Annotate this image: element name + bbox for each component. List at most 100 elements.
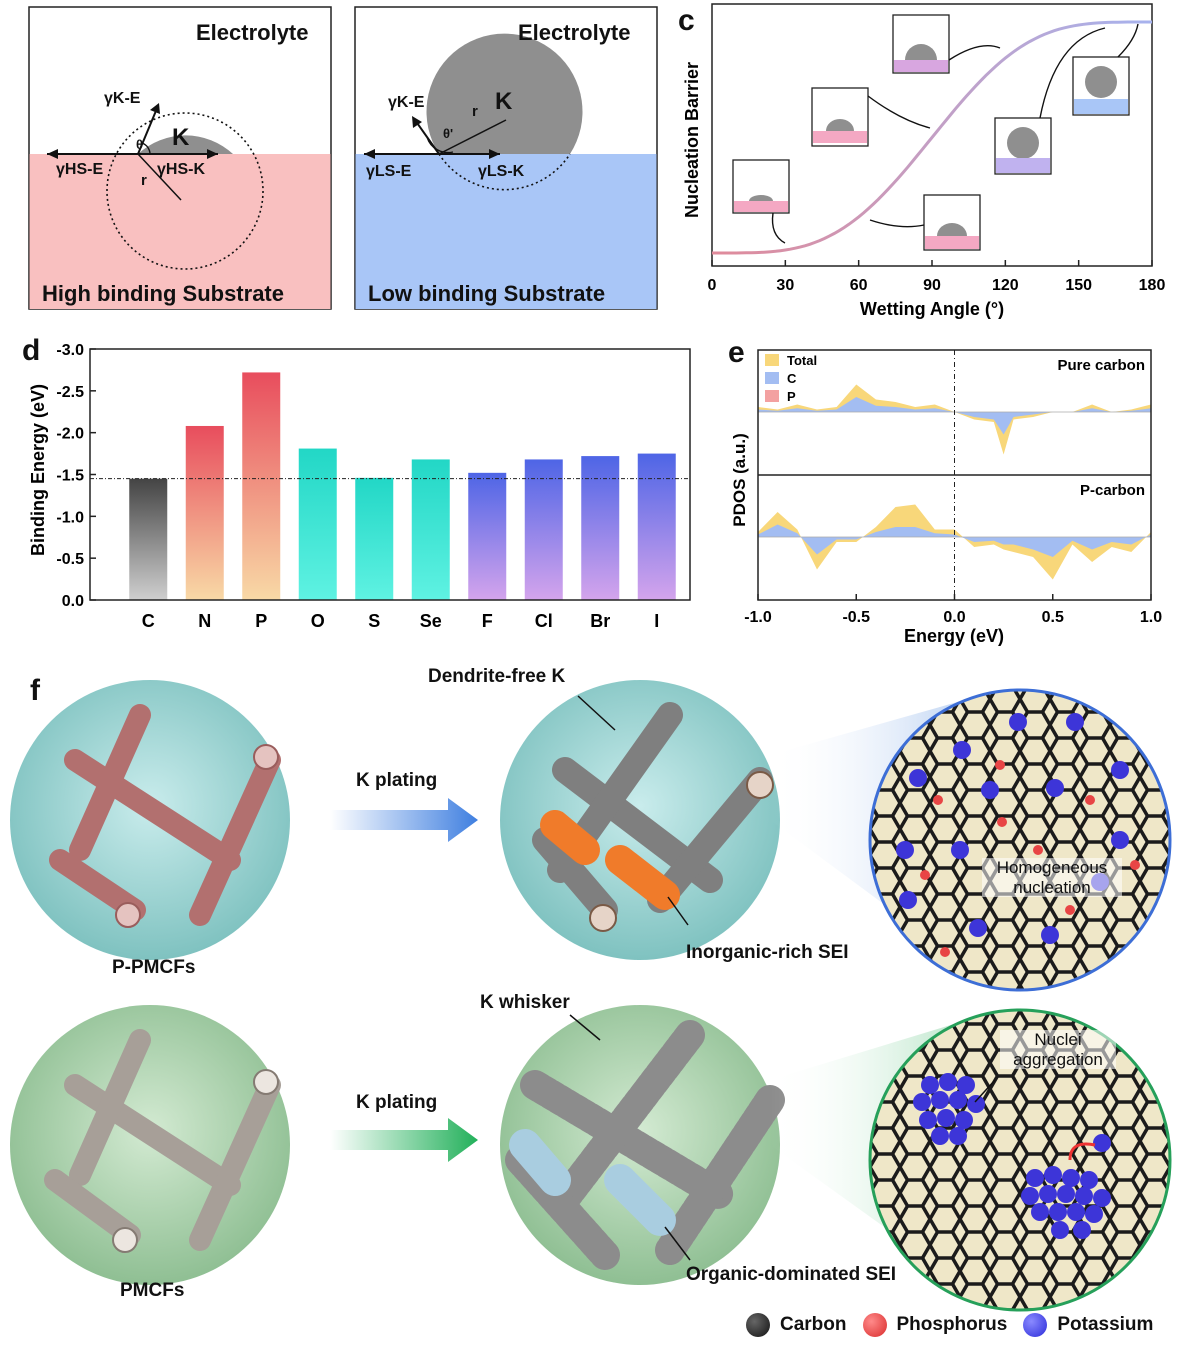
c-x-tick-label: 0: [708, 277, 717, 294]
pmcfs-fibers: [44, 1029, 281, 1251]
high-binding-substrate-region: [29, 154, 331, 309]
e-subplot-title-pure: Pure carbon: [1057, 357, 1145, 374]
phosphorus-sites: [920, 760, 1140, 957]
k-droplet-cap: [138, 135, 233, 154]
organic-sei-label: Organic-dominated SEI: [686, 1264, 897, 1285]
bar-s: [355, 477, 394, 600]
d-x-tick-label: O: [311, 611, 325, 631]
inorganic-sei-band-2: [605, 845, 680, 910]
aggregated-k-cluster-1: [913, 1073, 985, 1145]
k-plating-arrow-top: [330, 798, 478, 842]
c-x-axis-label: Wetting Angle (°): [860, 299, 1004, 319]
atom-legend: Carbon Phosphorus Potassium: [746, 1313, 1153, 1337]
panel-b-theta-label: θ': [443, 126, 454, 141]
legend-carbon: Carbon: [780, 1314, 847, 1335]
pure-carbon-c-area: [758, 397, 1151, 435]
d-plot-frame: [89, 348, 691, 601]
radius-line: [438, 119, 507, 155]
nucleus-sphere-outline: [438, 153, 571, 191]
panel-b-gamma-se: γLS-E: [366, 163, 412, 180]
d-y-tick-label: -2.5: [56, 384, 84, 401]
panel-a-diagram: [28, 6, 332, 310]
bar-c: [129, 478, 168, 600]
p-pmcfs-label: P-PMCFs: [112, 957, 196, 978]
c-x-tick-label: 30: [776, 277, 794, 294]
legend-c: C: [787, 371, 797, 386]
inset-contact-180deg: [1072, 56, 1130, 116]
gamma-ke-vector: [137, 105, 159, 155]
organic-sei-band-2: [604, 1164, 676, 1236]
d-x-tick-label: F: [482, 611, 493, 631]
d-x-tick-label: Br: [590, 611, 610, 631]
inset-contact-10deg: [732, 159, 790, 214]
radius-line: [137, 153, 182, 201]
organic-sei-band-1: [509, 1129, 571, 1196]
pmcfs-label: PMCFs: [120, 1280, 185, 1301]
d-x-tick-label: I: [654, 611, 659, 631]
e-x-tick-label: -1.0: [744, 609, 772, 626]
d-y-tick-label: -0.5: [56, 551, 84, 568]
e-x-tick-label: 0.0: [943, 609, 965, 626]
panel-d-chart: Binding Energy (eV) C N P O S Se F Cl Br I 0.0 -0.5…: [28, 342, 691, 631]
panel-b-electrolyte-label: Electrolyte: [518, 20, 631, 45]
c-x-tick-label: 90: [923, 277, 941, 294]
inset-contact-140deg: [994, 117, 1052, 175]
panel-b-gamma-sk: γLS-K: [478, 163, 525, 180]
dendrite-free-pointer: [577, 695, 616, 731]
inset-contact-110deg: [923, 194, 981, 251]
e-x-tick-label: 1.0: [1140, 609, 1162, 626]
d-x-tick-label: Se: [420, 611, 442, 631]
d-y-tick-label: -2.0: [56, 426, 84, 443]
panel-a-gamma-ke: γK-E: [104, 90, 141, 107]
c-y-axis-label: Nucleation Barrier: [682, 62, 702, 218]
d-x-tick-label: C: [142, 611, 155, 631]
d-y-tick-label: -1.5: [56, 468, 84, 485]
d-y-axis-label: Binding Energy (eV): [28, 384, 48, 556]
phosphorus-swatch: [862, 1313, 887, 1337]
inset-contact-60deg: [811, 87, 869, 147]
inorganic-sei-pointer: [667, 896, 689, 926]
panel-e-chart: PDOS (a.u.) Energy (eV) -1.0 -0.5 0.0 0.5 1.…: [730, 349, 1162, 646]
e-y-axis-label: PDOS (a.u.): [730, 433, 749, 527]
homogeneous-nucleation-label: Homogeneous nucleation: [982, 858, 1122, 898]
k-whisker-label: K whisker: [480, 992, 570, 1013]
e-legend: Total C P: [765, 353, 817, 404]
panel-b-gamma-ke: γK-E: [388, 94, 425, 111]
panel-d-label: d: [22, 334, 41, 367]
panel-a-gamma-se: γHS-E: [56, 161, 104, 178]
panel-f-illustration: [10, 680, 1172, 1312]
e-x-axis-label: Energy (eV): [904, 626, 1004, 646]
legend-p: P: [787, 389, 796, 404]
k-whisker-pointer: [569, 1014, 601, 1041]
k-plating-label-bottom: K plating: [356, 1092, 438, 1113]
c-x-tick-label: 60: [850, 277, 868, 294]
legend-phosphorus: Phosphorus: [896, 1314, 1008, 1335]
homogeneous-lattice-zoom: [868, 688, 1172, 992]
panel-c-label: c: [678, 4, 695, 37]
low-binding-substrate-region: [355, 154, 657, 309]
p-carbon-total-area: [758, 504, 1151, 580]
c-inset-arrows: [771, 23, 1139, 244]
d-y-tick-label: -3.0: [56, 342, 84, 359]
aggregated-k-cluster-2: [1021, 1134, 1111, 1239]
panel-a-theta-label: θ: [136, 137, 144, 152]
c-x-tick-label: 150: [1065, 277, 1092, 294]
panel-b-r-label: r: [472, 103, 478, 120]
dendrite-free-label: Dendrite-free K: [428, 666, 566, 687]
bar-o: [298, 448, 337, 600]
panel-c-chart: Nucleation Barrier Wetting Angle (°) 0 30…: [682, 3, 1165, 319]
p-carbon-c-area: [758, 524, 1151, 557]
potassium-swatch: [1023, 1313, 1048, 1337]
c-barrier-curve: [712, 20, 1152, 255]
panel-e-label: e: [728, 336, 745, 369]
p-pmcfs-fibers: [49, 704, 281, 926]
d-x-tick-label: P: [255, 611, 267, 631]
d-y-tick-label: -1.0: [56, 509, 84, 526]
nucleus-sphere-outline: [106, 112, 264, 270]
e-subplot-title-pcarbon: P-carbon: [1080, 482, 1145, 499]
d-y-tick-label: 0.0: [62, 593, 84, 610]
panel-b-substrate-label: Low binding Substrate: [368, 281, 606, 306]
k-droplet-sphere: [426, 33, 583, 154]
k-plating-arrow-bottom: [330, 1118, 478, 1162]
panel-a-electrolyte-label: Electrolyte: [196, 20, 309, 45]
